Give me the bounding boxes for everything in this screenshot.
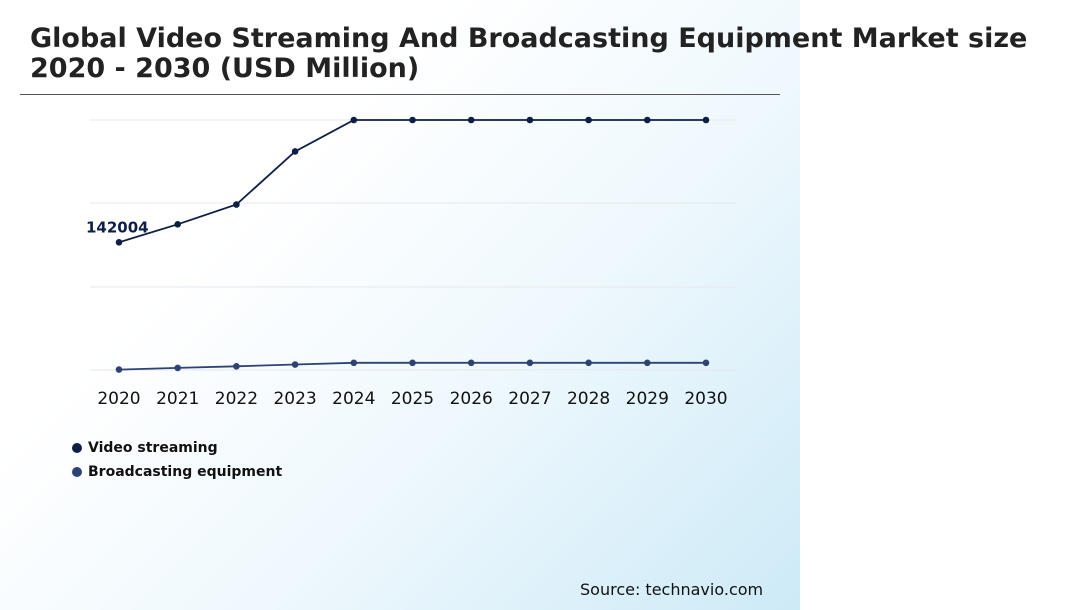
data-point-video-streaming-2030: [702, 116, 710, 124]
data-point-broadcasting-equipment-2022: [233, 363, 240, 370]
data-point-broadcasting-equipment-2025: [409, 359, 416, 367]
data-point-video-streaming-2026: [467, 116, 475, 124]
legend: Video streaming Broadcasting equipment: [72, 436, 282, 484]
x-tick-label-2022: 2022: [215, 389, 258, 409]
chart-title-line-2: 2020 - 2030 (USD Million): [30, 53, 420, 84]
data-point-video-streaming-2029: [644, 116, 651, 124]
x-tick-label-2026: 2026: [450, 389, 493, 409]
data-point-broadcasting-equipment-2023: [291, 361, 299, 368]
data-point-video-streaming-2022: [233, 201, 240, 208]
data-point-broadcasting-equipment-2030: [702, 359, 710, 367]
x-tick-label-2025: 2025: [391, 389, 434, 409]
source-note: Source: technavio.com: [580, 580, 764, 599]
chart-title-line-1: Global Video Streaming And Broadcasting …: [30, 23, 1028, 54]
data-point-video-streaming-2020: [115, 238, 123, 246]
legend-marker-video-streaming: [72, 443, 82, 453]
data-label-video-streaming-2020: 142004: [86, 218, 149, 236]
data-point-broadcasting-equipment-2026: [467, 359, 475, 367]
title-divider: [20, 94, 780, 95]
data-point-video-streaming-2023: [291, 148, 299, 155]
series-line-video-streaming: [118, 119, 706, 244]
chart-title: Global Video Streaming And Broadcasting …: [30, 24, 1065, 84]
chart-background: [0, 0, 800, 610]
x-tick-label-2021: 2021: [156, 389, 199, 409]
legend-label-video-streaming: Video streaming: [88, 440, 218, 456]
legend-item-video-streaming: Video streaming: [72, 436, 282, 460]
data-point-broadcasting-equipment-2028: [585, 359, 592, 367]
legend-marker-broadcasting-equipment: [72, 467, 82, 477]
x-tick-label-2027: 2027: [508, 389, 551, 409]
data-point-video-streaming-2025: [409, 116, 416, 124]
data-point-broadcasting-equipment-2027: [526, 359, 534, 367]
x-tick-label-2030: 2030: [684, 389, 727, 409]
data-point-video-streaming-2021: [174, 221, 181, 228]
data-point-video-streaming-2027: [526, 116, 534, 124]
data-point-broadcasting-equipment-2029: [644, 359, 651, 367]
data-point-video-streaming-2024: [350, 116, 358, 124]
line-chart: 2020 2021 2022 2023 2024 2025 2026 2027 2028 2029…: [86, 116, 736, 409]
legend-label-broadcasting-equipment: Broadcasting equipment: [88, 464, 283, 480]
x-tick-label-2029: 2029: [626, 389, 669, 409]
x-tick-label-2023: 2023: [273, 389, 316, 409]
x-tick-label-2024: 2024: [332, 389, 375, 409]
legend-item-broadcasting-equipment: Broadcasting equipment: [72, 460, 282, 484]
data-point-video-streaming-2028: [585, 116, 592, 124]
data-point-broadcasting-equipment-2021: [174, 364, 181, 372]
data-point-broadcasting-equipment-2024: [350, 359, 358, 367]
data-point-broadcasting-equipment-2020: [115, 366, 123, 373]
x-tick-label-2028: 2028: [567, 389, 610, 409]
x-tick-label-2020: 2020: [97, 389, 140, 409]
